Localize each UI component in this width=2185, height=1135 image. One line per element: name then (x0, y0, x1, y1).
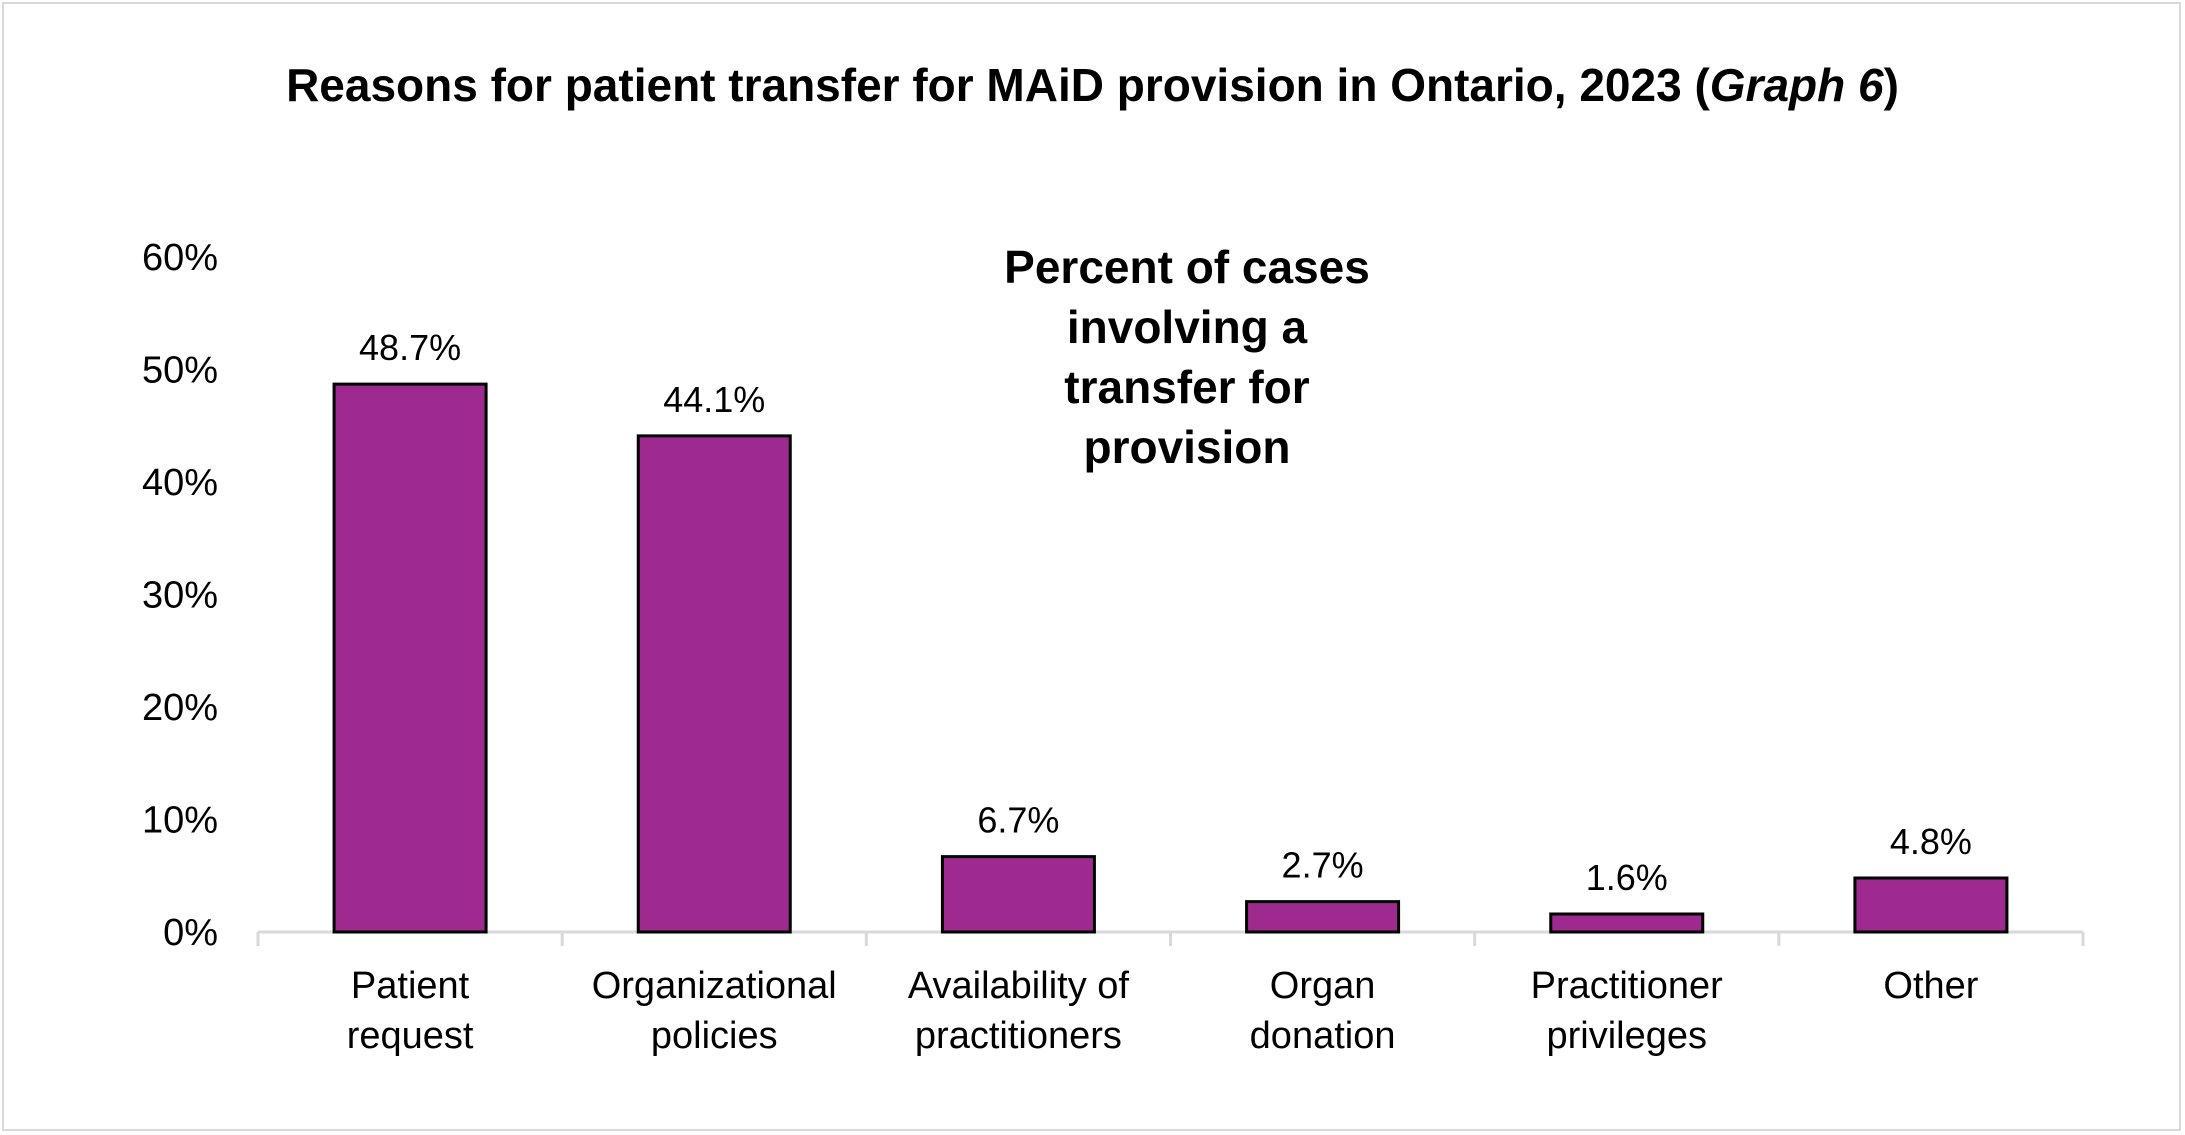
chart-title-close: ) (1883, 59, 1899, 111)
bar (1853, 876, 2009, 934)
chart-annotation: provision (1083, 421, 1290, 473)
data-label: 48.7% (359, 327, 461, 368)
bar (940, 855, 1096, 934)
x-tick-label: Organizational (592, 965, 837, 1007)
chart-annotation: Percent of cases (1004, 241, 1370, 293)
data-label: 44.1% (663, 379, 765, 420)
chart-annotation: involving a (1067, 301, 1308, 353)
x-tick-label: Patient (351, 965, 470, 1007)
y-tick-label: 60% (142, 237, 218, 279)
chart-title: Reasons for patient transfer for MAiD pr… (0, 58, 2185, 112)
x-tick-label: Practitioner (1531, 965, 1724, 1007)
bar (1549, 912, 1705, 934)
y-tick-label: 0% (163, 912, 218, 954)
bar (332, 382, 488, 934)
x-tick-label: Availability of (908, 965, 1130, 1007)
x-tick-label: request (347, 1015, 474, 1057)
chart-annotation: transfer for (1064, 361, 1309, 413)
data-label: 6.7% (977, 800, 1059, 841)
data-label: 1.6% (1586, 857, 1668, 898)
y-tick-label: 30% (142, 575, 218, 617)
y-tick-label: 50% (142, 350, 218, 392)
x-tick-label: Other (1883, 965, 1978, 1007)
x-tick-label: donation (1250, 1015, 1396, 1057)
data-label: 4.8% (1890, 821, 1972, 862)
data-label: 2.7% (1282, 845, 1364, 886)
x-tick-label: privileges (1546, 1015, 1707, 1057)
bar (1245, 900, 1401, 934)
x-tick-label: policies (651, 1015, 778, 1057)
bar (636, 434, 792, 934)
y-tick-label: 40% (142, 462, 218, 504)
x-tick-label: practitioners (915, 1015, 1122, 1057)
chart-title-main: Reasons for patient transfer for MAiD pr… (286, 59, 1710, 111)
y-tick-label: 10% (142, 800, 218, 842)
chart-title-italic: Graph 6 (1709, 59, 1884, 111)
x-tick-label: Organ (1270, 965, 1376, 1007)
y-tick-label: 20% (142, 687, 218, 729)
